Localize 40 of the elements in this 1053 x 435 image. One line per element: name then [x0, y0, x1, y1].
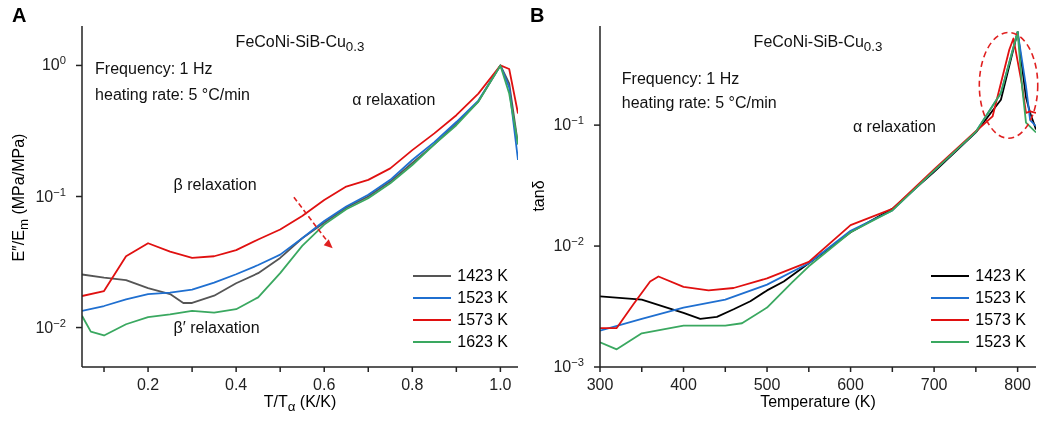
- y-tick-label: 10$^{−2}$: [553, 235, 584, 255]
- x-axis-title: T/T$_{α}$ (K/K): [262, 393, 338, 415]
- x-tick-label: 1.0: [489, 376, 512, 393]
- chart-title: B: [530, 4, 545, 27]
- x-tick-label: 500: [753, 376, 781, 393]
- annotation: β′ relaxation: [173, 319, 260, 338]
- y-tick-label: 10$^{−3}$: [553, 356, 584, 375]
- x-tick-label: 800: [1004, 376, 1032, 393]
- legend-label: 1523 K: [975, 333, 1026, 351]
- x-tick-label: 700: [920, 376, 948, 393]
- x-tick-label: 0.6: [313, 376, 336, 393]
- x-tick-label: 400: [670, 376, 697, 393]
- annotation: α relaxation: [852, 118, 936, 137]
- legend-label: 1423 K: [457, 267, 508, 285]
- y-tick-label: 10$^{−2}$: [35, 316, 66, 336]
- legend-label: 1523 K: [975, 289, 1026, 307]
- y-tick-label: 10$^{0}$: [41, 54, 66, 74]
- x-tick-label: 0.8: [401, 376, 424, 393]
- x-tick-label: 600: [837, 376, 865, 393]
- x-tick-label: 300: [586, 376, 614, 393]
- x-tick-label: 0.4: [225, 376, 248, 393]
- annotation: Frequency: 1 Hz: [621, 70, 740, 89]
- legend-label: 1573 K: [975, 311, 1026, 329]
- x-axis-title: Temperature (K): [759, 393, 877, 411]
- legend-label: 1423 K: [975, 267, 1026, 285]
- annotation: FeCoNi-SiB-Cu$_{0.3}$: [752, 32, 884, 54]
- annotation: Frequency: 1 Hz: [95, 60, 213, 79]
- annotation: heating rate: 5 °C/min: [95, 85, 250, 104]
- legend-label: 1573 K: [457, 311, 508, 329]
- y-tick-label: 10$^{−1}$: [553, 114, 584, 134]
- y-tick-label: 10$^{−1}$: [35, 185, 66, 205]
- annotation: β relaxation: [173, 176, 257, 195]
- legend-label: 1523 K: [457, 289, 508, 307]
- x-tick-label: 0.2: [136, 376, 160, 393]
- annotation: heating rate: 5 °C/min: [621, 94, 777, 113]
- y-axis-title: tanδ: [529, 178, 547, 214]
- legend-label: 1623 K: [457, 333, 508, 351]
- annotation: α relaxation: [352, 90, 436, 109]
- annotation: FeCoNi-SiB-Cu$_{0.3}$: [234, 32, 366, 54]
- chart-title: A: [12, 4, 27, 27]
